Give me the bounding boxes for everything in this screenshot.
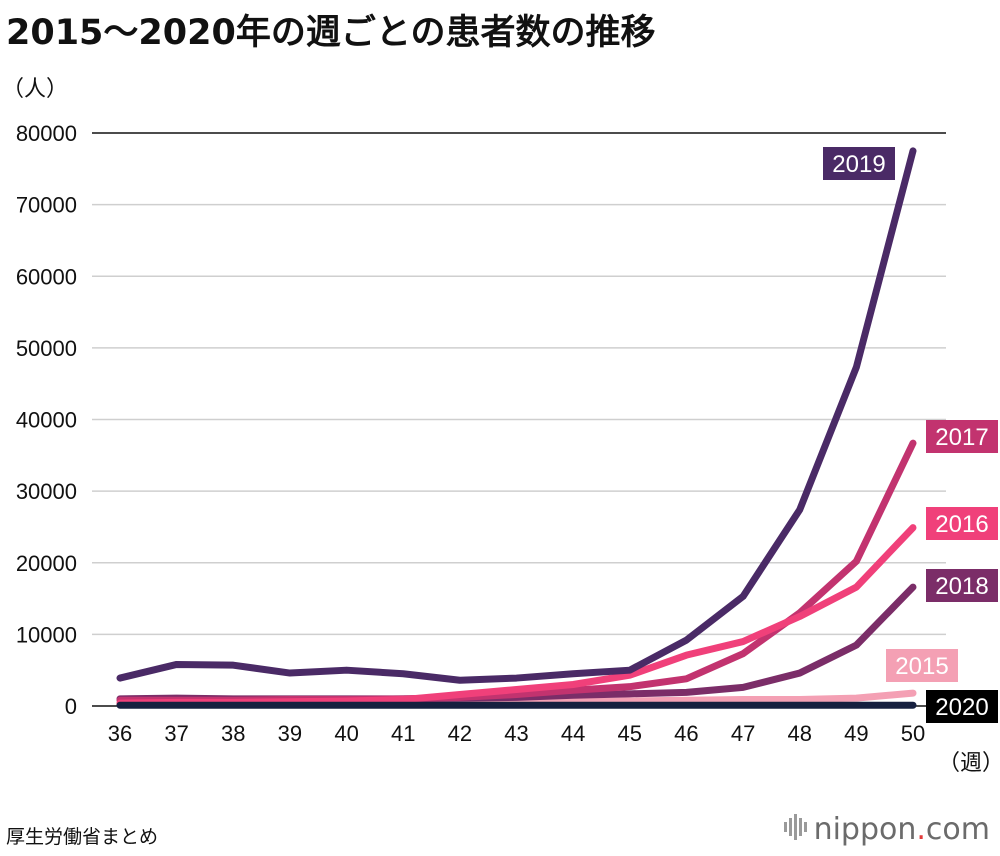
brand-suffix: com	[925, 812, 990, 847]
gridlines	[92, 132, 946, 707]
x-tick-label: 48	[787, 721, 811, 746]
x-tick-label: 46	[674, 721, 698, 746]
y-tick-label: 20000	[16, 551, 77, 576]
x-tick-label: 37	[164, 721, 188, 746]
y-tick-label: 60000	[16, 264, 77, 289]
brand-dot: .	[916, 812, 926, 847]
series-label-2016: 2016	[935, 511, 988, 538]
brand-name: nippon	[813, 812, 917, 847]
series-label-box-2018	[926, 569, 998, 602]
series-label-box-2020	[926, 690, 998, 723]
series-label-box-2015	[886, 649, 958, 682]
x-tick-label: 44	[561, 721, 585, 746]
x-tick-label: 39	[278, 721, 302, 746]
series-label-2020: 2020	[935, 694, 988, 721]
series-label-box-2016	[926, 507, 998, 540]
brand-logo: nippon.com	[783, 812, 990, 848]
x-tick-label: 49	[844, 721, 868, 746]
series-label-2019: 2019	[832, 151, 885, 178]
x-tick-label: 45	[618, 721, 642, 746]
x-tick-label: 36	[108, 721, 132, 746]
x-tick-label: 47	[731, 721, 755, 746]
x-tick-label: 43	[504, 721, 528, 746]
series-line-2019	[116, 147, 917, 684]
series-label-2015: 2015	[895, 653, 948, 680]
series-line-2018	[116, 583, 917, 703]
x-axis-label: （週）	[938, 750, 1000, 775]
y-tick-label: 80000	[16, 121, 77, 146]
series-label-box-2019	[823, 147, 895, 180]
y-axis-label: （人）	[2, 76, 68, 101]
y-tick-label: 0	[65, 694, 77, 719]
series-label-2017: 2017	[935, 424, 988, 451]
x-tick-label: 50	[901, 721, 925, 746]
series-label-box-2017	[926, 420, 998, 453]
y-tick-label: 30000	[16, 479, 77, 504]
x-tick-label: 42	[448, 721, 472, 746]
x-axis: 36 37 38 39 40 41 42 43 44 45 46 47 48 49 50	[108, 721, 925, 746]
x-tick-label: 38	[221, 721, 245, 746]
brand-bars-icon	[783, 813, 808, 848]
series-label-2018: 2018	[935, 573, 988, 600]
y-tick-label: 40000	[16, 408, 77, 433]
x-tick-label: 40	[334, 721, 358, 746]
y-tick-label: 70000	[16, 193, 77, 218]
series-lines	[116, 147, 917, 709]
chart-title: 2015〜2020年の週ごとの患者数の推移	[6, 13, 656, 53]
y-axis: 0 10000 20000 30000 40000 50000 60000 70000 8000…	[16, 121, 77, 719]
series-line-2017	[116, 439, 917, 704]
y-tick-label: 50000	[16, 336, 77, 361]
series-labels: 2019 2017 2016 2018 2015 2020	[823, 147, 998, 723]
x-tick-label: 41	[391, 721, 415, 746]
source-note: 厚生労働省まとめ	[6, 826, 159, 848]
y-tick-label: 10000	[16, 622, 77, 647]
